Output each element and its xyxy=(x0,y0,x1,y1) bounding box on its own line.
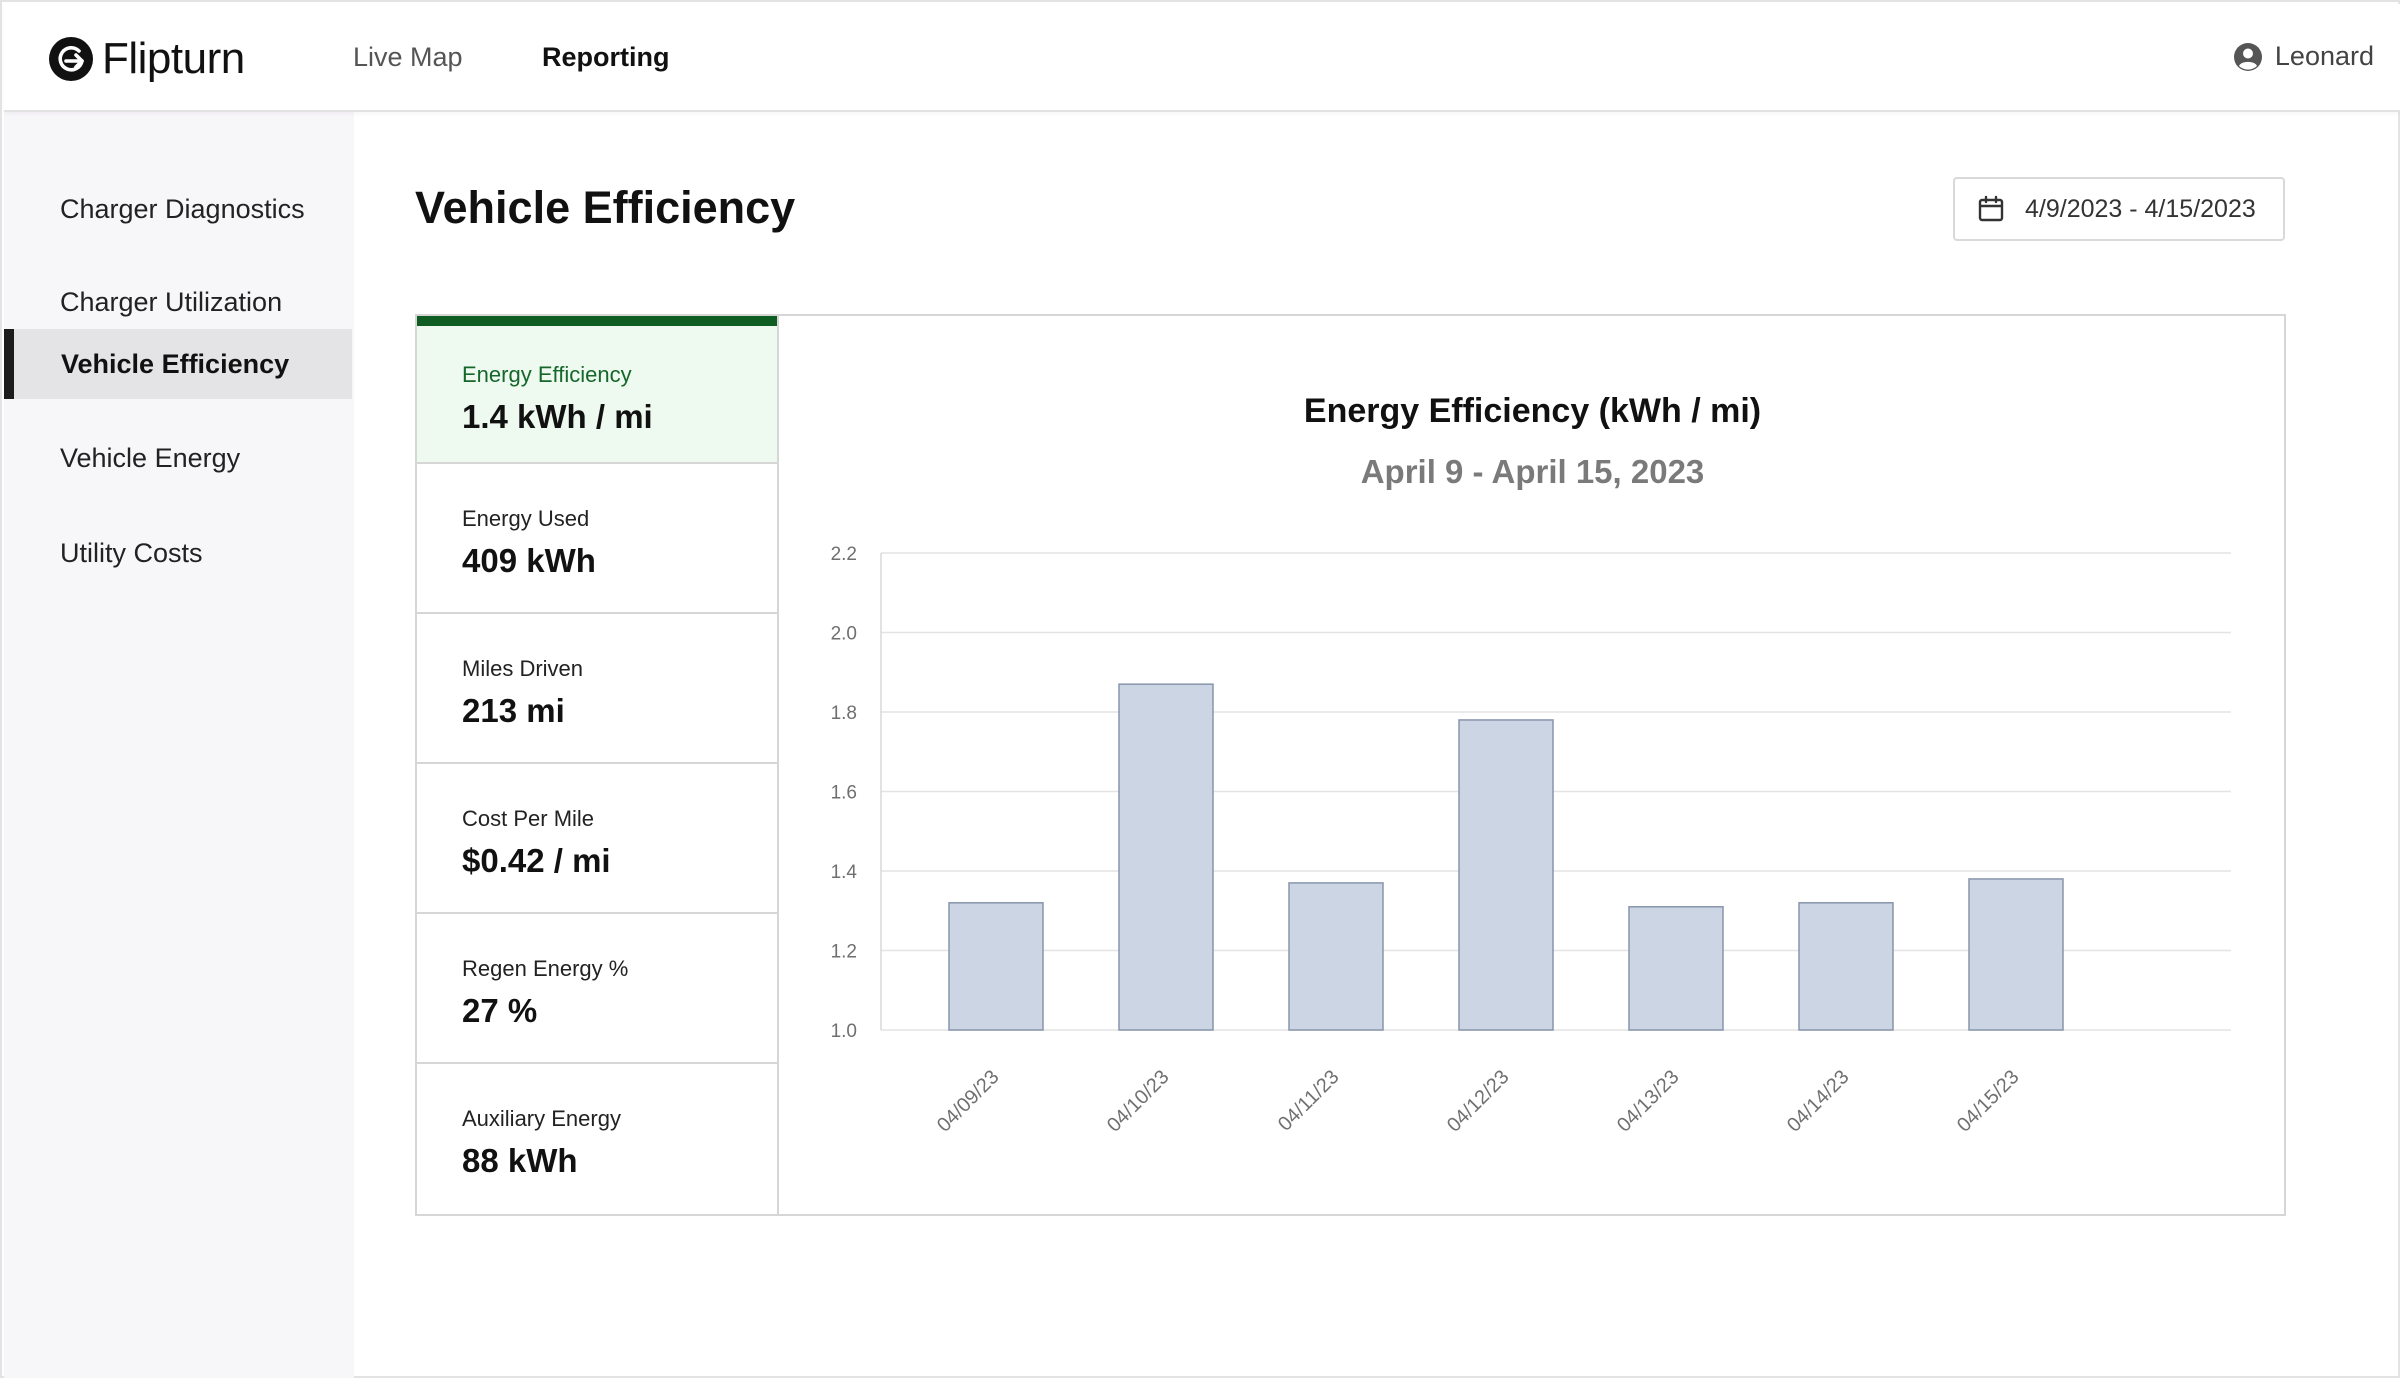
sidebar-item-vehicle-efficiency[interactable]: Vehicle Efficiency xyxy=(4,329,352,399)
chart-title: Energy Efficiency (kWh / mi) xyxy=(1303,392,1762,430)
y-tick-label: 2.2 xyxy=(831,544,857,565)
sidebar-item-label: Utility Costs xyxy=(60,537,203,568)
sidebar-item-label: Vehicle Energy xyxy=(60,442,241,473)
sidebar-item-label: Vehicle Efficiency xyxy=(61,348,290,379)
metric-value: 27 % xyxy=(462,992,538,1029)
bar xyxy=(1968,878,2064,1031)
metric-value: 409 kWh xyxy=(462,542,596,579)
x-tick-label: 04/12/23 xyxy=(1443,1066,1514,1137)
x-tick-label: 04/13/23 xyxy=(1613,1066,1684,1137)
date-range-picker[interactable]: 4/9/2023 - 4/15/2023 xyxy=(1953,177,2285,241)
metric-value: 1.4 kWh / mi xyxy=(462,398,653,435)
calendar-icon xyxy=(1978,195,2004,222)
energy-efficiency-bar-chart: 1.0 1.2 1.4 1.6 1.8 2.0 2.2 04/09/23 04/10/23 04/… xyxy=(831,544,2231,1137)
sidebar-item-label: Charger Utilization xyxy=(60,286,283,317)
sidebar-item-label: Charger Diagnostics xyxy=(60,193,305,224)
metric-miles-driven[interactable]: Miles Driven 213 mi xyxy=(417,614,777,764)
bar xyxy=(1458,719,1554,1031)
metrics-list: Energy Efficiency 1.4 kWh / mi Energy Us… xyxy=(417,316,779,1214)
flipturn-logo-icon xyxy=(49,37,93,81)
metric-regen-energy[interactable]: Regen Energy % 27 % xyxy=(417,914,777,1064)
sidebar: Charger Diagnostics Charger Utilization … xyxy=(4,112,354,1378)
y-tick-label: 1.0 xyxy=(831,1021,857,1042)
metric-value: $0.42 / mi xyxy=(462,842,611,879)
metric-label: Cost Per Mile xyxy=(462,806,595,831)
bar xyxy=(1288,882,1384,1031)
metric-energy-used[interactable]: Energy Used 409 kWh xyxy=(417,464,777,614)
metric-auxiliary-energy[interactable]: Auxiliary Energy 88 kWh xyxy=(417,1064,777,1214)
sidebar-item-vehicle-energy[interactable]: Vehicle Energy xyxy=(4,423,352,493)
y-tick-label: 2.0 xyxy=(831,624,857,645)
page-title: Vehicle Efficiency xyxy=(415,182,796,233)
bar xyxy=(1628,906,1724,1031)
x-tick-label: 04/15/23 xyxy=(1953,1066,2024,1137)
date-range-label: 4/9/2023 - 4/15/2023 xyxy=(2025,194,2256,223)
sidebar-item-charger-diagnostics[interactable]: Charger Diagnostics xyxy=(4,174,352,244)
nav-reporting[interactable]: Reporting xyxy=(542,42,670,72)
bar xyxy=(1118,683,1214,1031)
metric-label: Auxiliary Energy xyxy=(462,1106,621,1131)
brand-name: Flipturn xyxy=(102,34,245,83)
metric-label: Energy Efficiency xyxy=(462,362,632,387)
x-tick-label: 04/10/23 xyxy=(1103,1066,1174,1137)
sidebar-item-charger-utilization[interactable]: Charger Utilization xyxy=(4,267,352,337)
y-tick-label: 1.6 xyxy=(831,783,857,804)
nav-live-map[interactable]: Live Map xyxy=(353,42,463,72)
metric-energy-efficiency[interactable]: Energy Efficiency 1.4 kWh / mi xyxy=(417,316,777,464)
brand-logo[interactable]: Flipturn xyxy=(48,31,245,87)
metric-value: 88 kWh xyxy=(462,1142,578,1179)
chart-area: Energy Efficiency (kWh / mi) April 9 - A… xyxy=(781,316,2284,1214)
metric-label: Regen Energy % xyxy=(462,956,629,981)
efficiency-card: Energy Efficiency 1.4 kWh / mi Energy Us… xyxy=(415,314,2286,1216)
metric-value: 213 mi xyxy=(462,692,565,729)
x-tick-label: 04/09/23 xyxy=(933,1066,1004,1137)
metric-label: Miles Driven xyxy=(462,656,584,681)
y-tick-label: 1.8 xyxy=(831,703,857,724)
y-tick-label: 1.2 xyxy=(831,942,857,963)
top-nav-bar: Flipturn Live Map Reporting Leonard xyxy=(4,4,2400,112)
x-tick-label: 04/14/23 xyxy=(1783,1066,1854,1137)
chart-subtitle: April 9 - April 15, 2023 xyxy=(1360,453,1705,490)
bar xyxy=(948,902,1044,1031)
y-tick-label: 1.4 xyxy=(831,862,858,883)
user-name: Leonard xyxy=(2274,41,2374,71)
sidebar-item-utility-costs[interactable]: Utility Costs xyxy=(4,518,352,588)
metric-cost-per-mile[interactable]: Cost Per Mile $0.42 / mi xyxy=(417,764,777,914)
x-tick-label: 04/11/23 xyxy=(1274,1066,1344,1136)
bar xyxy=(1798,902,1894,1031)
metric-label: Energy Used xyxy=(462,506,590,531)
user-menu[interactable]: Leonard xyxy=(2233,41,2374,72)
user-circle-icon xyxy=(2233,42,2262,71)
